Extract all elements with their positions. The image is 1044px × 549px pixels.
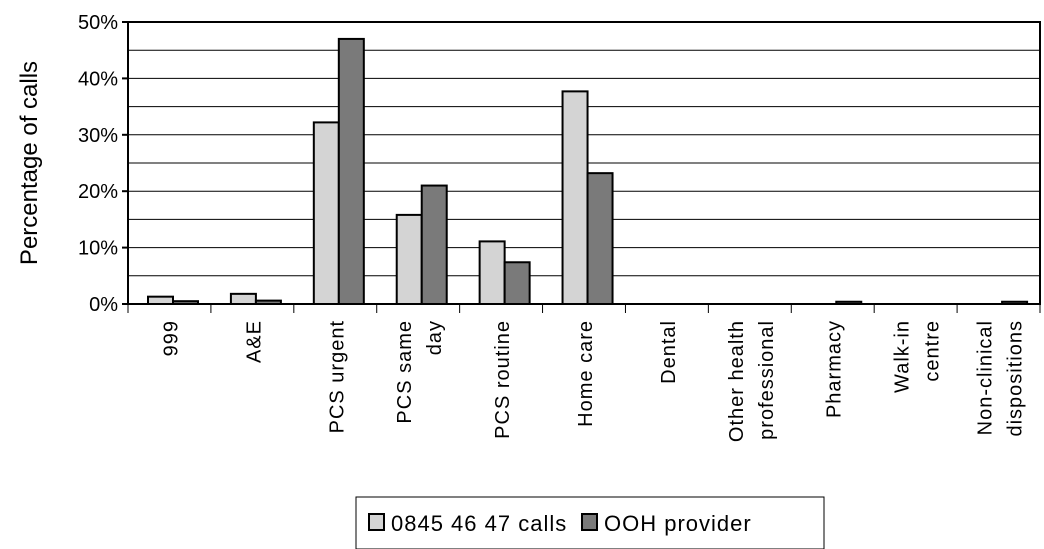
y-tick-label: 50% [78,12,118,34]
x-tick-label: Home care [575,320,597,427]
y-tick-label: 40% [78,68,118,90]
x-tick-label: Pharmacy [824,320,846,418]
legend-swatch [368,513,385,531]
y-tick-labels: 0% 10% 20% 30% 40% 50% [78,12,118,316]
bar [312,121,340,305]
legend-label: 0845 46 47 calls [391,511,567,536]
y-tick-label: 10% [78,238,118,260]
y-tick-label: 20% [78,181,118,203]
y-tick-label: 30% [78,125,118,147]
x-tick-labels: 999 A&E PCS urgent PCS same day PCS routine Ho… [160,320,1026,442]
bar [561,90,589,306]
bar [395,213,423,305]
x-tick-label: centre [922,320,944,382]
legend-swatch [581,513,598,531]
bar [503,261,531,306]
bar [147,295,174,305]
x-tick-label: A&E [243,320,265,363]
x-tick-label: Other health [726,320,748,442]
bar [586,172,614,305]
bar [337,37,365,305]
x-tick-label: Dental [658,320,680,384]
x-tick-label: day [424,320,446,355]
y-axis-label: Percentage of calls [16,61,43,265]
x-tick-label: Non-clinical [975,320,997,435]
bar [229,292,257,305]
axes [122,21,1041,313]
bar [420,184,448,305]
x-tick-label: PCS same [394,320,416,424]
x-tick-label: Walk-in [892,320,914,393]
x-tick-label: PCS urgent [326,320,348,433]
x-tick-label: 999 [160,320,182,356]
plot-frame [127,21,1041,305]
bar [478,240,506,305]
legend: 0845 46 47 calls OOH provider [355,496,825,549]
x-tick-label: dispositions [1005,320,1027,437]
y-tick-label: 0% [89,294,118,316]
x-tick-label: PCS routine [492,320,514,439]
x-tick-label: professional [756,320,778,440]
legend-label: OOH provider [604,511,752,536]
